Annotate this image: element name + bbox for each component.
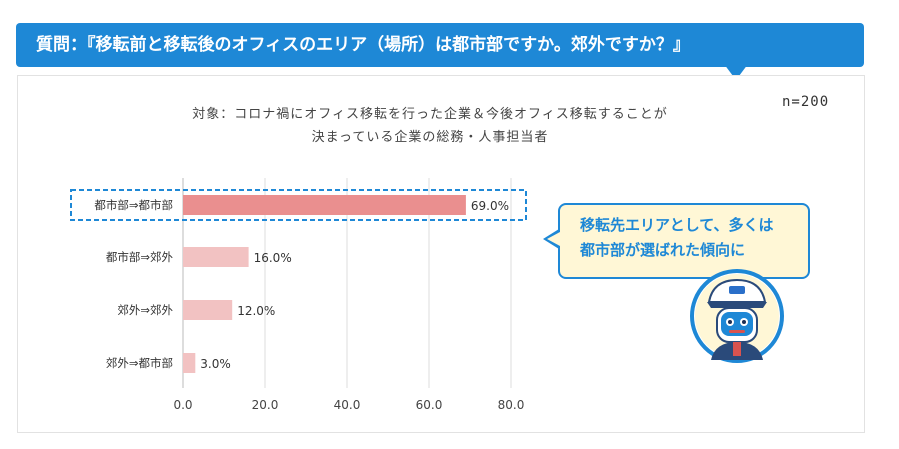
bar <box>183 195 466 215</box>
question-banner: 質問：『移転前と移転後のオフィスのエリア（場所）は都市部ですか。郊外ですか？』 <box>16 23 864 67</box>
bar <box>183 300 233 320</box>
value-label: 12.0% <box>237 304 275 318</box>
x-tick-label: 40.0 <box>334 398 361 412</box>
value-label: 16.0% <box>254 251 292 265</box>
x-tick-label: 0.0 <box>173 398 192 412</box>
category-label: 都市部⇒都市部 <box>94 198 173 212</box>
callout-line2: 都市部が選ばれた傾向に <box>580 241 746 259</box>
mascot-avatar-icon <box>690 269 784 363</box>
callout-line1: 移転先エリアとして、多くは <box>580 216 774 234</box>
x-tick-label: 80.0 <box>498 398 525 412</box>
question-text: 質問：『移転前と移転後のオフィスのエリア（場所）は都市部ですか。郊外ですか？』 <box>36 35 690 55</box>
insight-callout: 移転先エリアとして、多くは 都市部が選ばれた傾向に <box>558 203 810 279</box>
category-label: 郊外⇒郊外 <box>117 303 173 317</box>
category-label: 郊外⇒都市部 <box>106 356 173 370</box>
value-label: 69.0% <box>471 199 509 213</box>
callout-tail-fill <box>547 232 560 246</box>
bar <box>183 353 196 373</box>
x-tick-label: 60.0 <box>416 398 443 412</box>
value-label: 3.0% <box>200 357 231 371</box>
chart-subtitle-line1: 対象：コロナ禍にオフィス移転を行った企業＆今後オフィス移転することが <box>192 107 668 122</box>
x-tick-label: 20.0 <box>252 398 279 412</box>
category-label: 都市部⇒郊外 <box>106 250 174 264</box>
highlight-box <box>70 189 527 221</box>
bar <box>183 247 249 267</box>
chart-subtitle-line2: 決まっている企業の総務・人事担当者 <box>311 130 549 145</box>
sample-size: n=200 <box>782 94 830 110</box>
